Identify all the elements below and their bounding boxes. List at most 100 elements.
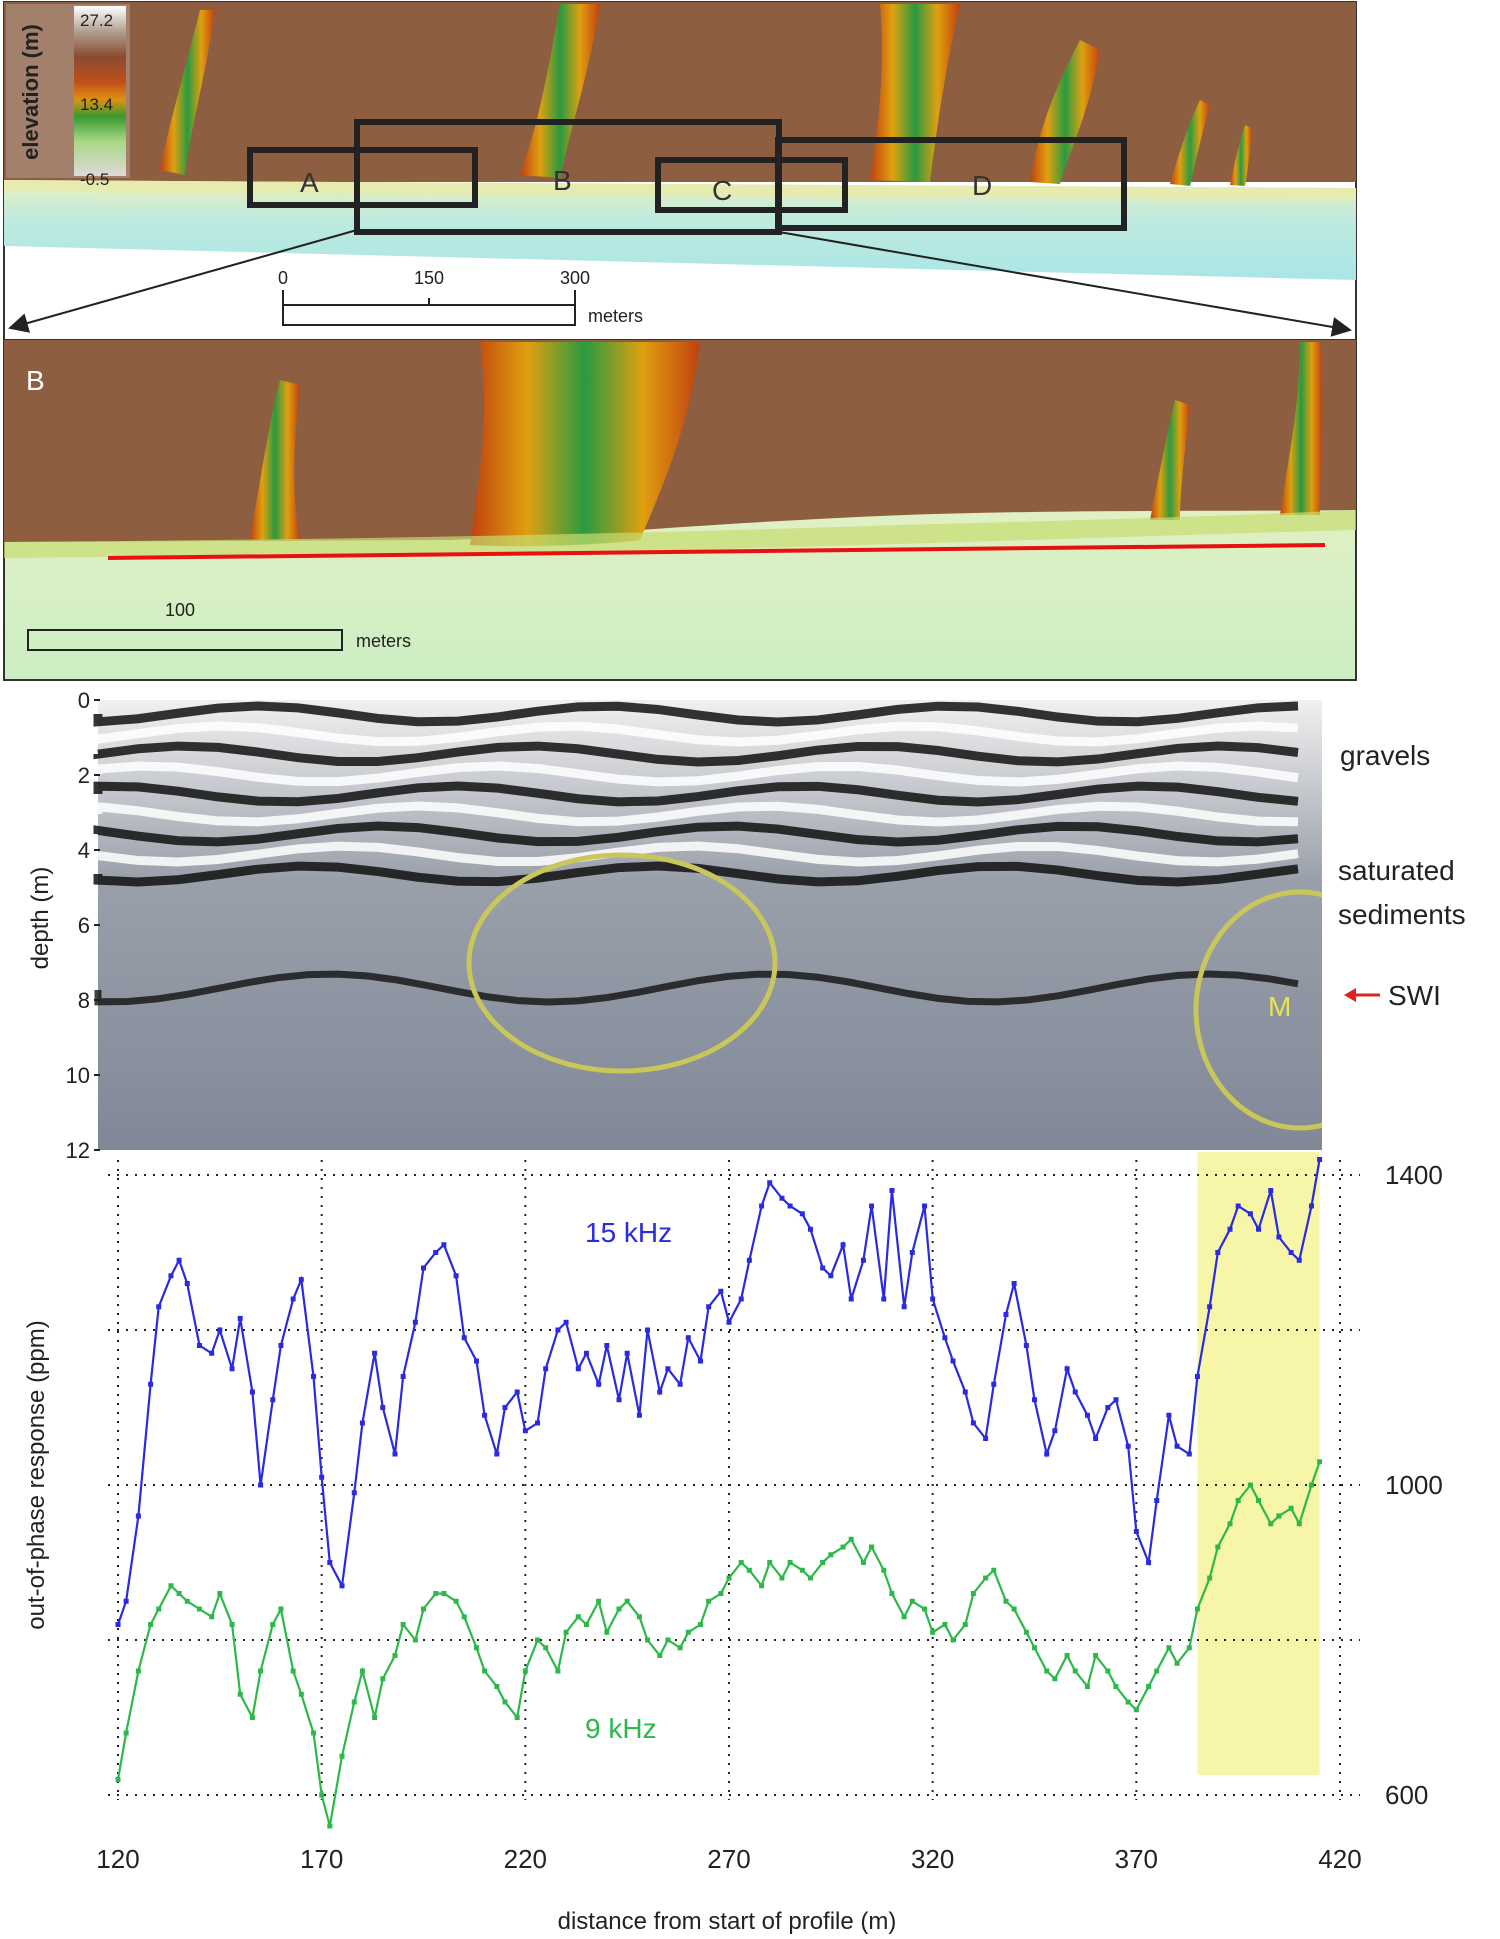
gpr-ylabel: depth (m): [27, 867, 54, 970]
data-point: [156, 1304, 162, 1310]
data-point: [535, 1637, 541, 1643]
data-point: [942, 1335, 948, 1341]
gpr-reflector: [93, 861, 1299, 887]
data-point: [848, 1536, 854, 1542]
data-label-9khz: 9 kHz: [585, 1713, 657, 1744]
data-point: [909, 1250, 915, 1255]
data-point: [759, 1583, 765, 1589]
data-point: [983, 1436, 989, 1441]
data-label-15khz: 15 kHz: [585, 1217, 672, 1248]
x-tick-label: 420: [1318, 1844, 1361, 1874]
data-point: [1093, 1436, 1099, 1441]
data-point: [229, 1622, 235, 1627]
data-point: [624, 1350, 630, 1356]
colorbar-max: 27.2: [80, 11, 113, 30]
data-point: [1317, 1459, 1323, 1465]
gpr-ytick-label: 8: [78, 988, 90, 1013]
data-point: [738, 1560, 744, 1565]
data-point: [176, 1257, 182, 1263]
data-point: [563, 1319, 569, 1325]
colorbar-mid: 13.4: [80, 95, 113, 114]
data-point: [461, 1614, 467, 1620]
data-point: [767, 1560, 773, 1565]
data-point: [1186, 1451, 1192, 1457]
data-point: [1308, 1203, 1314, 1209]
data-point: [270, 1622, 276, 1627]
data-point: [482, 1668, 488, 1674]
data-point: [168, 1273, 174, 1279]
data-point: [697, 1358, 703, 1364]
data-point: [799, 1567, 805, 1573]
data-point: [1215, 1544, 1221, 1550]
data-point: [604, 1629, 610, 1635]
data-point: [543, 1645, 549, 1651]
data-point: [787, 1203, 793, 1209]
scale-tick-300: 300: [560, 268, 590, 288]
data-point: [1256, 1498, 1262, 1503]
data-point: [1003, 1312, 1009, 1317]
data-point: [1194, 1374, 1200, 1379]
colorbar-min: -0.5: [80, 170, 109, 189]
data-point: [962, 1622, 968, 1627]
x-tick-label: 220: [504, 1844, 547, 1874]
data-point: [372, 1715, 378, 1720]
gpr-reflector: [93, 701, 1299, 727]
data-point: [473, 1358, 479, 1364]
data-point: [1296, 1521, 1302, 1527]
data-point: [726, 1319, 732, 1325]
data-point: [738, 1296, 744, 1302]
data-point: [909, 1598, 915, 1604]
data-point: [1166, 1645, 1172, 1651]
annot-gravels: gravels: [1340, 740, 1430, 771]
data-point: [1194, 1606, 1200, 1612]
data-point: [351, 1699, 357, 1705]
data-point: [156, 1606, 162, 1612]
data-point: [1125, 1443, 1131, 1449]
data-point: [983, 1575, 989, 1581]
anomaly-ellipse-1: [466, 852, 778, 1074]
data-point: [1093, 1653, 1099, 1658]
data-point: [400, 1622, 406, 1627]
data-point: [1011, 1606, 1017, 1612]
x-tick-label: 170: [300, 1844, 343, 1874]
data-point: [1011, 1281, 1017, 1286]
data-point: [596, 1381, 602, 1387]
data-point: [453, 1598, 459, 1604]
data-point: [828, 1273, 834, 1279]
data-point: [148, 1622, 154, 1627]
data-point: [1276, 1513, 1282, 1519]
gpr-ytick-label: 0: [78, 688, 90, 713]
scale-tick-0: 0: [278, 268, 288, 288]
chart-xlabel: distance from start of profile (m): [558, 1908, 897, 1935]
chart-ylabel: out-of-phase response (ppm): [23, 1320, 50, 1630]
data-point: [351, 1490, 357, 1496]
data-point: [319, 1792, 325, 1798]
data-point: [746, 1567, 752, 1573]
data-point: [217, 1591, 223, 1596]
data-point: [502, 1405, 508, 1410]
data-point: [209, 1614, 215, 1620]
data-point: [645, 1637, 651, 1643]
data-point: [339, 1583, 345, 1589]
zoom-scalebar: 100 meters: [27, 600, 411, 651]
swi-arrow-head: [1344, 988, 1356, 1002]
data-point: [1256, 1226, 1262, 1232]
data-point: [1052, 1676, 1058, 1682]
data-point: [278, 1343, 284, 1348]
data-point: [616, 1606, 622, 1612]
data-point: [380, 1405, 386, 1410]
gpr-reflector: [93, 741, 1299, 767]
data-point: [901, 1304, 907, 1310]
x-tick-label: 320: [911, 1844, 954, 1874]
data-point: [807, 1226, 813, 1232]
data-point: [1268, 1521, 1274, 1527]
data-point: [372, 1350, 378, 1356]
data-point: [359, 1668, 365, 1674]
data-point: [290, 1668, 296, 1674]
overview-scalebar: 0 150 300 meters: [278, 268, 643, 326]
y-tick-label: 1400: [1385, 1160, 1443, 1190]
data-point: [412, 1637, 418, 1643]
data-point: [184, 1598, 190, 1604]
gpr-reflector: [93, 781, 1299, 807]
annot-saturated: saturated: [1338, 855, 1455, 886]
